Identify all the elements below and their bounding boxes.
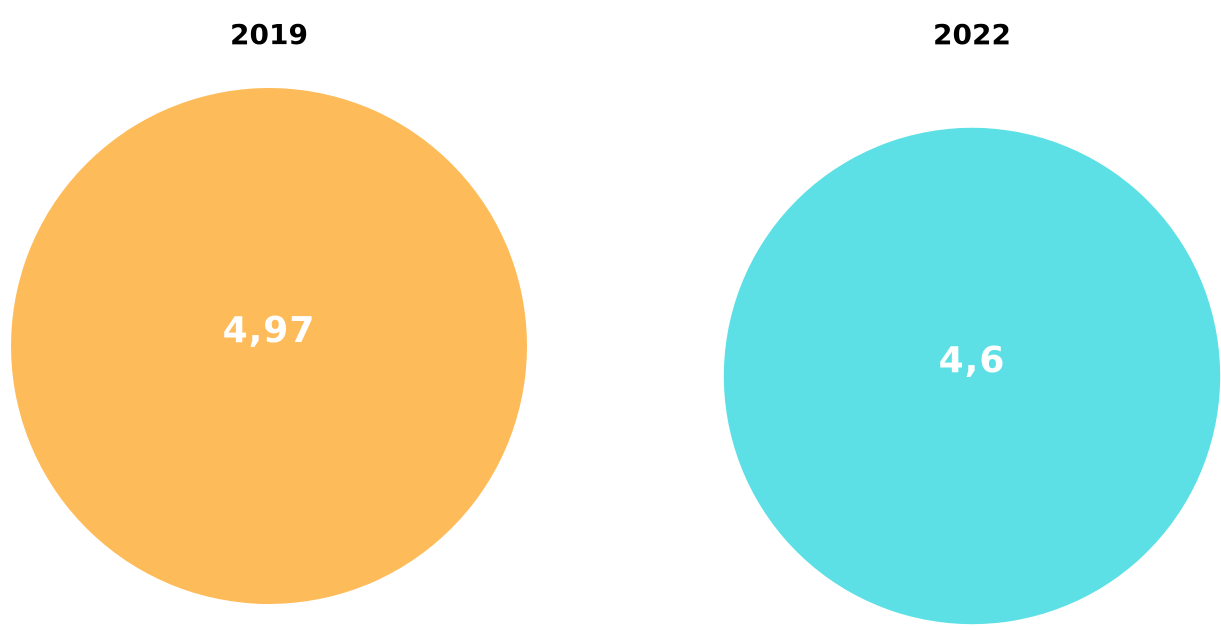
bubble-group-2022: 2022 4,6 [723, 18, 1221, 625]
value-label: 4,97 [223, 310, 316, 351]
bubble-2019 [11, 88, 527, 604]
bubble-group-2019: 2019 4,97 [11, 18, 527, 604]
category-label: 2022 [933, 18, 1011, 51]
value-label: 4,6 [939, 340, 1006, 381]
category-label: 2019 [230, 18, 308, 51]
bubble-2022 [723, 127, 1221, 625]
